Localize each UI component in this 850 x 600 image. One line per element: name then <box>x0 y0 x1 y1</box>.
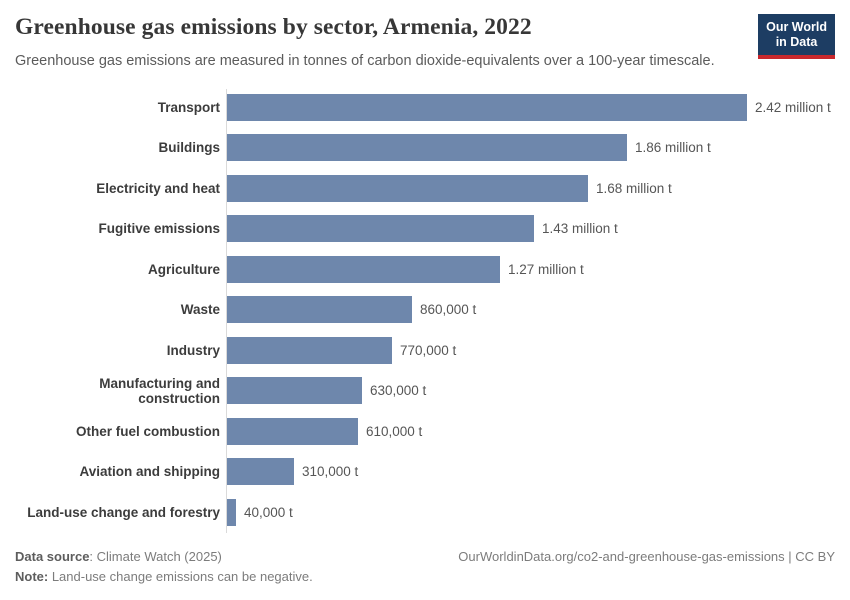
y-axis-line <box>226 89 227 533</box>
bar-track: 310,000 t <box>227 458 835 486</box>
owid-logo: Our World in Data <box>758 14 835 59</box>
footer-left: Data source: Climate Watch (2025) Note: … <box>15 547 313 587</box>
bar-track: 1.27 million t <box>227 255 835 283</box>
category-label: Other fuel combustion <box>75 423 220 439</box>
value-label: 630,000 t <box>370 383 427 399</box>
data-source-value: : Climate Watch (2025) <box>89 549 222 564</box>
bar-rows: Transport 2.42 million t Buildings 1.86 mil… <box>15 87 835 533</box>
bar[interactable] <box>227 296 412 324</box>
value-label: 1.43 million t <box>542 221 618 237</box>
bar-chart: Transport 2.42 million t Buildings 1.86 mil… <box>15 87 835 533</box>
category-label: Electricity and heat <box>96 180 220 196</box>
value-label: 2.42 million t <box>755 99 831 115</box>
bar[interactable] <box>227 134 627 162</box>
category-label: Manufacturing and construction <box>99 375 220 406</box>
bar[interactable] <box>227 255 500 283</box>
chart-subtitle: Greenhouse gas emissions are measured in… <box>15 53 715 69</box>
category-label: Fugitive emissions <box>98 221 220 237</box>
data-source-label: Data source <box>15 549 90 564</box>
bar-track: 1.43 million t <box>227 215 835 243</box>
bar-row: Agriculture 1.27 million t <box>15 249 835 290</box>
category-label: Waste <box>180 302 220 318</box>
data-source-line: Data source: Climate Watch (2025) <box>15 547 313 567</box>
bar[interactable] <box>227 93 747 121</box>
bar-row: Industry 770,000 t <box>15 330 835 371</box>
bar[interactable] <box>227 377 362 405</box>
bar[interactable] <box>227 417 358 445</box>
header: Greenhouse gas emissions by sector, Arme… <box>15 14 835 69</box>
header-text: Greenhouse gas emissions by sector, Arme… <box>15 14 715 69</box>
value-label: 610,000 t <box>366 423 423 439</box>
bar-track: 2.42 million t <box>227 93 835 121</box>
bar-track: 610,000 t <box>227 417 835 445</box>
category-label: Aviation and shipping <box>79 464 221 480</box>
bar-row: Aviation and shipping 310,000 t <box>15 452 835 493</box>
category-label: Land-use change and forestry <box>27 504 220 520</box>
value-label: 40,000 t <box>244 504 293 520</box>
owid-logo-line1: Our World <box>766 20 827 34</box>
value-label: 770,000 t <box>400 342 457 358</box>
footer-link[interactable]: OurWorldinData.org/co2-and-greenhouse-ga… <box>458 549 835 564</box>
note-label: Note: <box>15 569 49 585</box>
footer: Data source: Climate Watch (2025) Note: … <box>15 547 835 587</box>
value-label: 1.27 million t <box>508 261 584 277</box>
bar[interactable] <box>227 174 588 202</box>
bar[interactable] <box>227 336 392 364</box>
bar-row: Manufacturing and construction 630,000 t <box>15 371 835 412</box>
chart-title: Greenhouse gas emissions by sector, Arme… <box>15 14 532 40</box>
bar-row: Waste 860,000 t <box>15 290 835 331</box>
value-label: 1.68 million t <box>596 180 672 196</box>
note-line: Note: Land-use change emissions can be n… <box>15 567 313 587</box>
bar-track: 1.68 million t <box>227 174 835 202</box>
bar-track: 860,000 t <box>227 296 835 324</box>
value-label: 1.86 million t <box>635 140 711 156</box>
bar-row: Fugitive emissions 1.43 million t <box>15 209 835 250</box>
bar-row: Electricity and heat 1.68 million t <box>15 168 835 209</box>
bar-track: 1.86 million t <box>227 134 835 162</box>
owid-logo-line2: in Data <box>775 35 818 49</box>
value-label: 860,000 t <box>420 302 477 318</box>
bar-track: 770,000 t <box>227 336 835 364</box>
bar[interactable] <box>227 458 294 486</box>
category-label: Buildings <box>158 140 221 156</box>
bar-track: 630,000 t <box>227 377 835 405</box>
note-value: Land-use change emissions can be negativ… <box>48 569 313 585</box>
bar-row: Land-use change and forestry 40,000 t <box>15 492 835 533</box>
value-label: 310,000 t <box>302 464 359 480</box>
bar-row: Buildings 1.86 million t <box>15 128 835 169</box>
category-label: Agriculture <box>147 261 220 277</box>
bar-track: 40,000 t <box>227 498 835 526</box>
category-label: Transport <box>157 99 220 115</box>
bar-row: Other fuel combustion 610,000 t <box>15 411 835 452</box>
bar[interactable] <box>227 498 236 526</box>
category-label: Industry <box>166 342 220 358</box>
bar-row: Transport 2.42 million t <box>15 87 835 128</box>
bar[interactable] <box>227 215 534 243</box>
